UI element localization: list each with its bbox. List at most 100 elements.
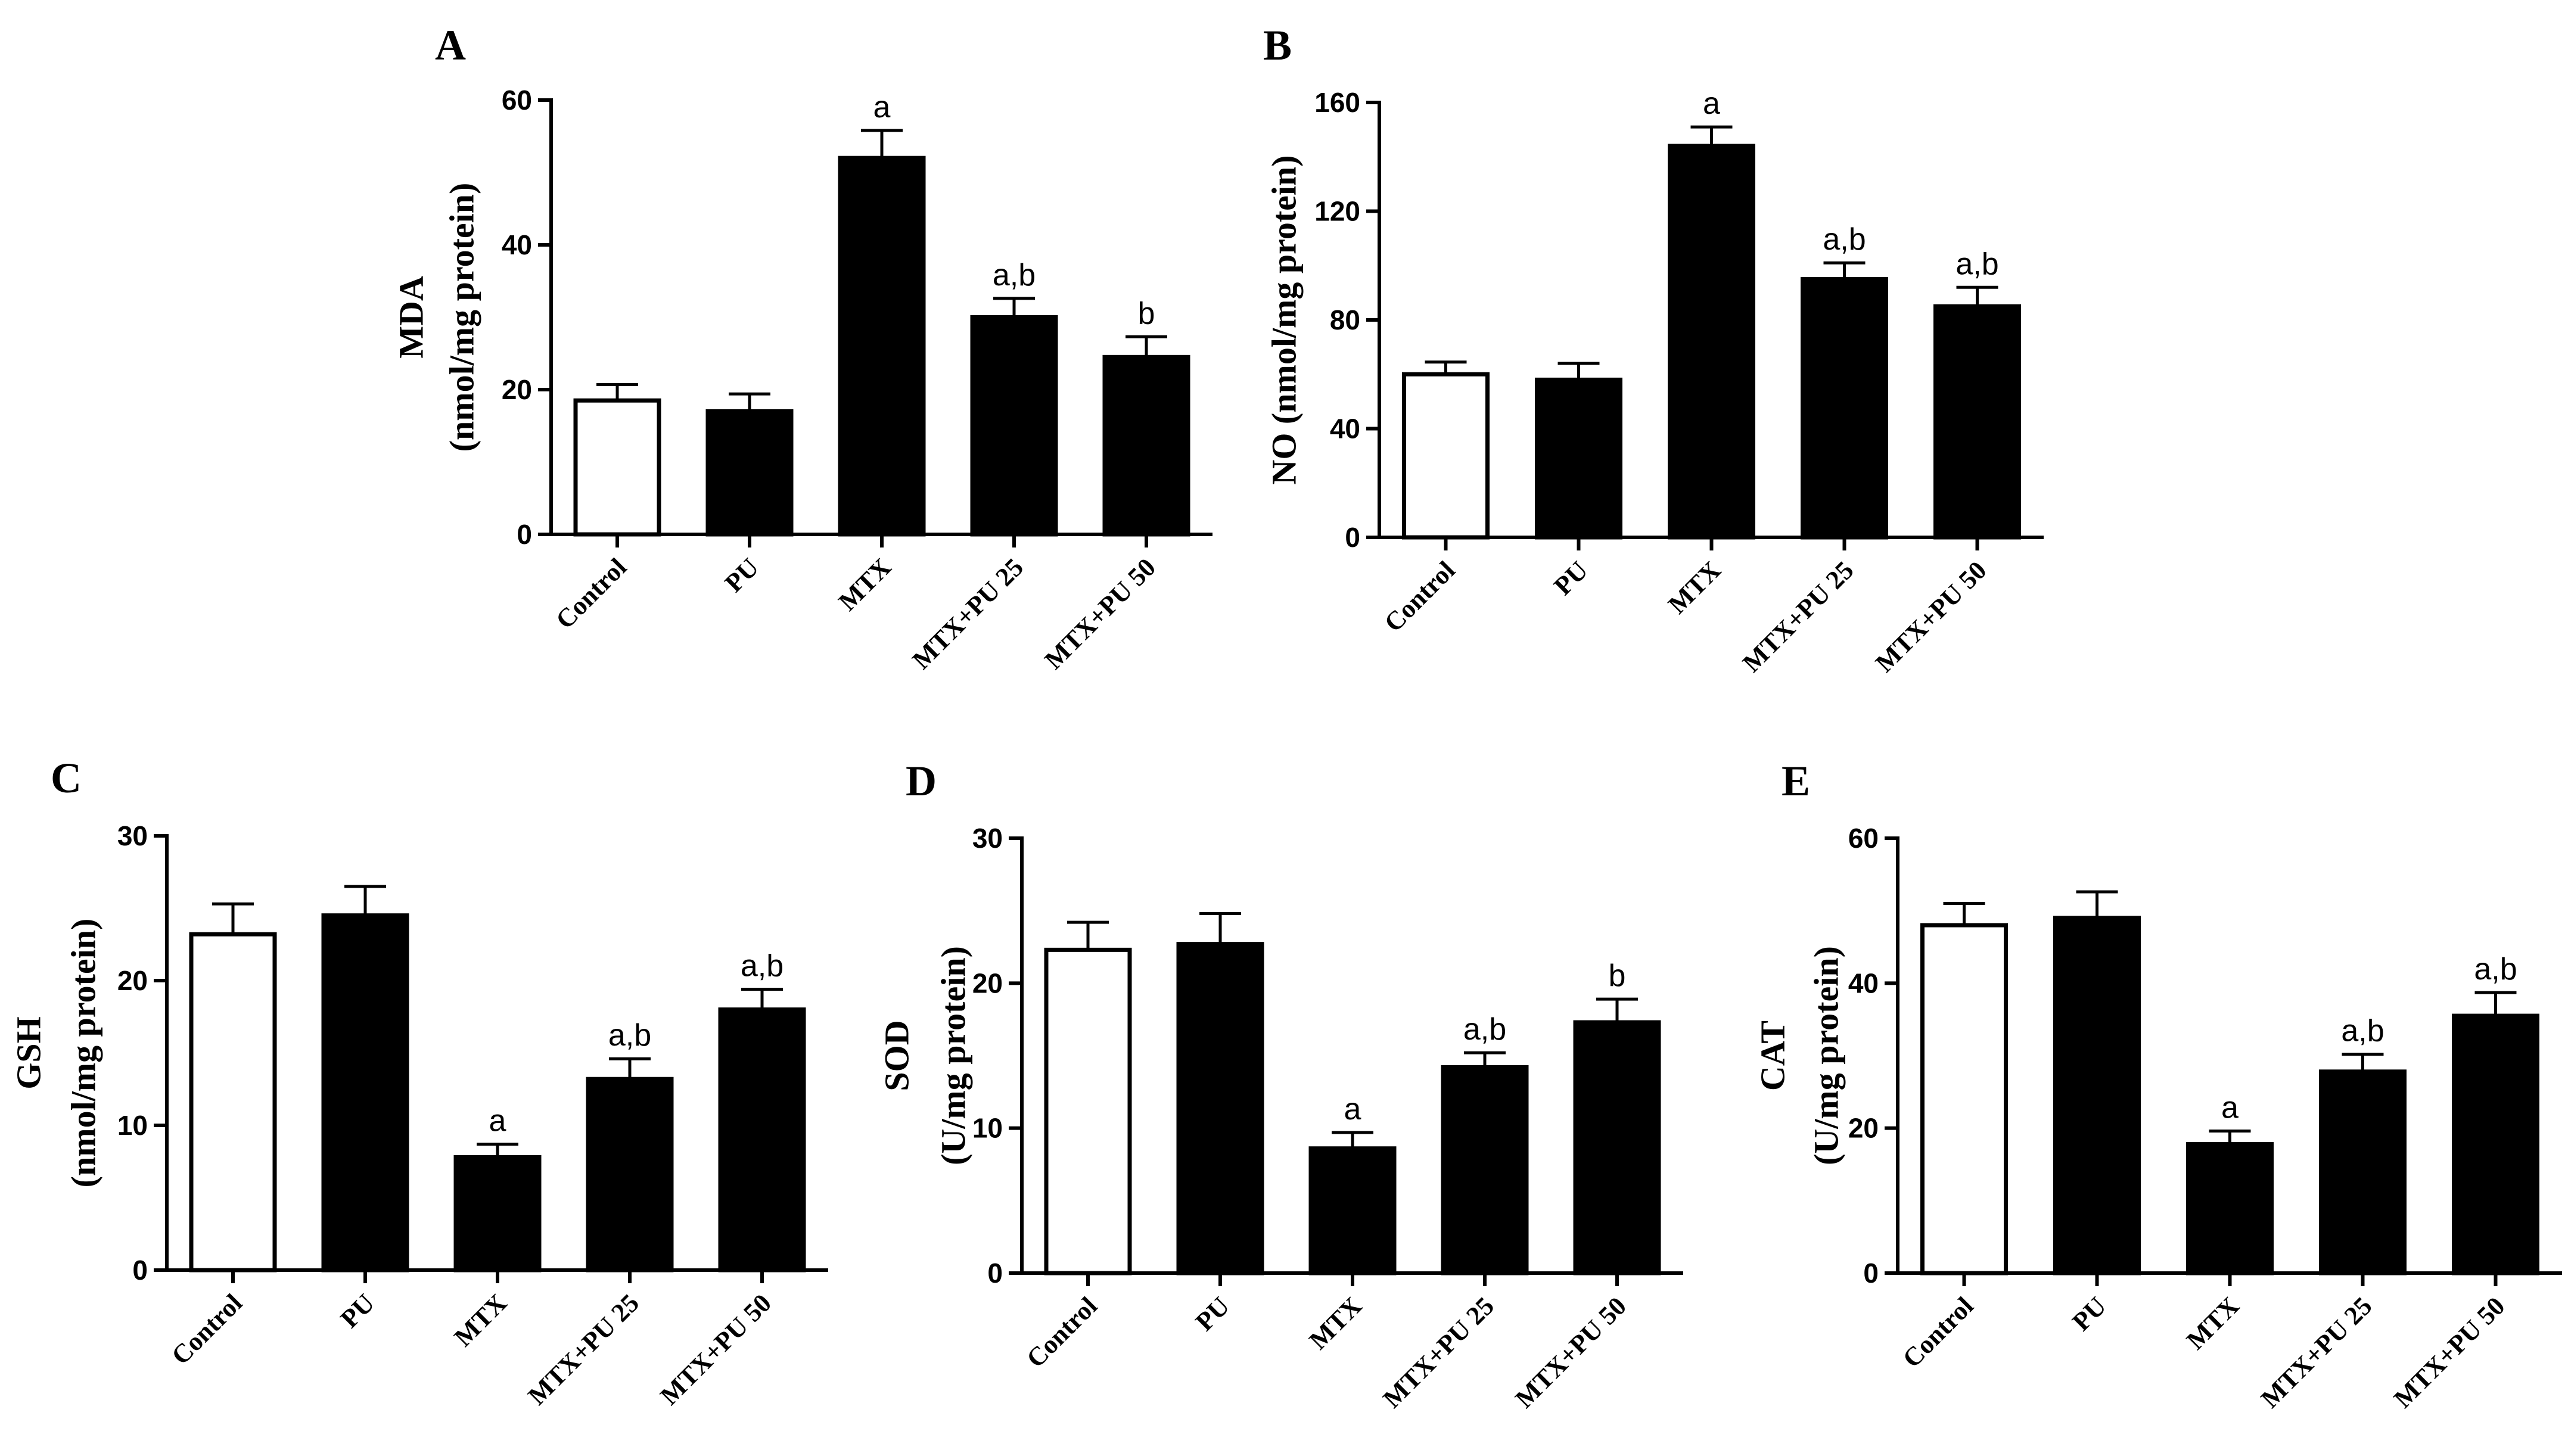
category-label: MTX+PU 50 <box>1039 552 1161 674</box>
category-label: PU <box>2066 1291 2112 1336</box>
y-tick-label: 120 <box>1314 196 1360 227</box>
category-label: MTX <box>1304 1291 1367 1355</box>
significance-label: a,b <box>1463 1012 1506 1047</box>
category-label: MTX+PU 25 <box>1737 555 1859 677</box>
y-tick-label: 20 <box>117 965 148 996</box>
category-label: PU <box>1190 1291 1235 1336</box>
bar <box>970 315 1058 537</box>
y-tick-label: 160 <box>1314 87 1360 118</box>
y-tick-label: 60 <box>502 85 532 116</box>
category-label: Control <box>166 1288 248 1370</box>
y-tick-label: 60 <box>1848 823 1879 854</box>
category-label: MTX+PU 50 <box>655 1288 777 1410</box>
category-label: MTX+PU 50 <box>2388 1291 2510 1413</box>
bar <box>1933 304 2021 540</box>
bar <box>1801 277 1888 540</box>
category-label: PU <box>1548 555 1593 601</box>
category-label: MTX+PU 25 <box>1378 1291 1500 1413</box>
y-tick-label: 10 <box>972 1113 1003 1144</box>
y-axis-label: MDA <box>392 276 431 359</box>
bar <box>1102 354 1190 537</box>
y-axis-label: SOD <box>878 1020 916 1091</box>
significance-label: a,b <box>1955 247 1998 281</box>
y-tick-label: 20 <box>972 967 1003 998</box>
panel-letter: C <box>51 754 82 802</box>
panel-letter: E <box>1782 757 1810 805</box>
category-label: MTX <box>2181 1291 2244 1355</box>
category-label: Control <box>1021 1291 1103 1373</box>
bar <box>321 913 409 1273</box>
significance-label: a,b <box>1823 222 1866 257</box>
y-axis-label: (nmol/mg protein) <box>443 183 481 452</box>
y-axis-label: (nmol/mg protein) <box>64 919 103 1188</box>
y-tick-label: 20 <box>502 374 532 405</box>
y-tick-label: 40 <box>1330 413 1360 444</box>
significance-label: a,b <box>2474 952 2517 987</box>
category-label: MTX+PU 25 <box>2255 1291 2377 1413</box>
y-tick-label: 10 <box>117 1110 148 1141</box>
significance-label: a,b <box>741 949 784 984</box>
category-label: Control <box>550 552 632 634</box>
y-tick-label: 40 <box>1848 967 1879 998</box>
bar <box>453 1155 542 1273</box>
category-label: MTX <box>1662 555 1726 619</box>
bar <box>1920 923 2008 1275</box>
panel-c: C GSH (nmol/mg protein) 0 10 20 30 Control PU a MT… <box>10 754 828 1411</box>
category-label: PU <box>719 552 764 598</box>
category-label: MTX+PU 25 <box>907 552 1029 674</box>
bar <box>2319 1069 2407 1275</box>
bar <box>838 155 926 537</box>
category-label: MTX+PU 50 <box>1870 555 1992 677</box>
significance-label: a,b <box>608 1018 651 1053</box>
bar <box>2452 1013 2539 1275</box>
y-tick-label: 30 <box>117 820 148 851</box>
y-tick-label: 0 <box>132 1255 148 1286</box>
panel-letter: B <box>1263 21 1292 69</box>
y-axis-label: GSH <box>10 1016 48 1090</box>
significance-label: a <box>2221 1091 2239 1125</box>
panel-a: A MDA (nmol/mg protein) 0 20 40 60 Control PU a MT… <box>392 21 1213 675</box>
panel-e: E CAT (U/mg protein) 0 20 40 60 Control PU a MTX a,… <box>1754 757 2562 1414</box>
significance-label: a <box>1344 1092 1361 1127</box>
significance-label: b <box>1138 296 1155 331</box>
y-tick-label: 40 <box>502 229 532 260</box>
category-label: PU <box>335 1288 380 1333</box>
panel-b: B NO (nmol/mg protein) 0 40 80 120 160 Control P… <box>1263 21 2044 678</box>
bar <box>1176 942 1264 1275</box>
significance-label: a,b <box>2341 1014 2384 1049</box>
bar <box>573 398 661 537</box>
bar <box>1308 1146 1397 1275</box>
y-axis-label: CAT <box>1754 1021 1792 1091</box>
significance-label: a,b <box>993 258 1036 293</box>
y-axis-label: (U/mg protein) <box>934 946 973 1165</box>
panel-letter: A <box>435 21 466 69</box>
category-label: MTX+PU 25 <box>523 1288 645 1410</box>
y-tick-label: 30 <box>972 823 1003 854</box>
y-tick-label: 0 <box>987 1258 1003 1289</box>
category-label: MTX <box>449 1288 512 1352</box>
y-tick-label: 0 <box>1345 522 1360 553</box>
bar <box>189 932 277 1273</box>
bar <box>718 1007 806 1273</box>
significance-label: b <box>1609 959 1626 993</box>
bar <box>1402 372 1490 540</box>
significance-label: a <box>489 1104 506 1138</box>
bar <box>1441 1065 1529 1275</box>
category-label: Control <box>1379 555 1461 637</box>
bar <box>2053 916 2141 1275</box>
panel-letter: D <box>906 757 937 805</box>
category-label: MTX <box>833 552 897 616</box>
bar <box>1535 377 1622 540</box>
significance-label: a <box>873 90 891 125</box>
y-axis-label: NO (nmol/mg protein) <box>1265 155 1304 484</box>
bar <box>1044 947 1132 1275</box>
bar <box>2186 1141 2274 1275</box>
panel-d: D SOD (U/mg protein) 0 10 20 30 Control PU a MTX a,… <box>878 757 1683 1414</box>
bar <box>705 409 794 537</box>
y-axis-label: (U/mg protein) <box>1807 946 1846 1165</box>
bar <box>1573 1020 1661 1275</box>
y-tick-label: 20 <box>1848 1113 1879 1144</box>
bar <box>586 1077 674 1273</box>
category-label: MTX+PU 50 <box>1510 1291 1632 1413</box>
